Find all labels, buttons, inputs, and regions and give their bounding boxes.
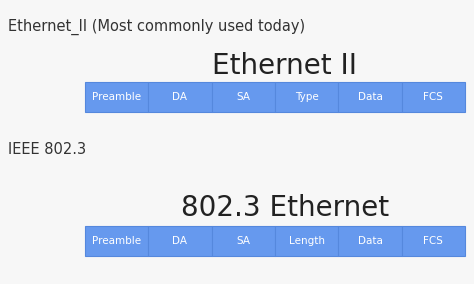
Text: DA: DA [173,92,188,102]
FancyBboxPatch shape [148,226,212,256]
FancyBboxPatch shape [338,82,401,112]
Text: 802.3 Ethernet: 802.3 Ethernet [181,194,389,222]
Text: Preamble: Preamble [92,236,141,246]
Text: Data: Data [357,236,383,246]
FancyBboxPatch shape [401,82,465,112]
Text: Length: Length [289,236,325,246]
Text: Ethernet_II (Most commonly used today): Ethernet_II (Most commonly used today) [8,19,305,35]
Text: Preamble: Preamble [92,92,141,102]
FancyBboxPatch shape [401,226,465,256]
FancyBboxPatch shape [212,226,275,256]
FancyBboxPatch shape [148,82,212,112]
Text: Type: Type [295,92,319,102]
Text: Ethernet II: Ethernet II [212,52,357,80]
Text: SA: SA [237,92,250,102]
Text: FCS: FCS [423,92,443,102]
FancyBboxPatch shape [275,226,338,256]
Text: IEEE 802.3: IEEE 802.3 [8,142,86,157]
FancyBboxPatch shape [212,82,275,112]
FancyBboxPatch shape [85,226,148,256]
Text: FCS: FCS [423,236,443,246]
Text: Data: Data [357,92,383,102]
FancyBboxPatch shape [338,226,401,256]
FancyBboxPatch shape [85,82,148,112]
FancyBboxPatch shape [275,82,338,112]
Text: DA: DA [173,236,188,246]
Text: SA: SA [237,236,250,246]
